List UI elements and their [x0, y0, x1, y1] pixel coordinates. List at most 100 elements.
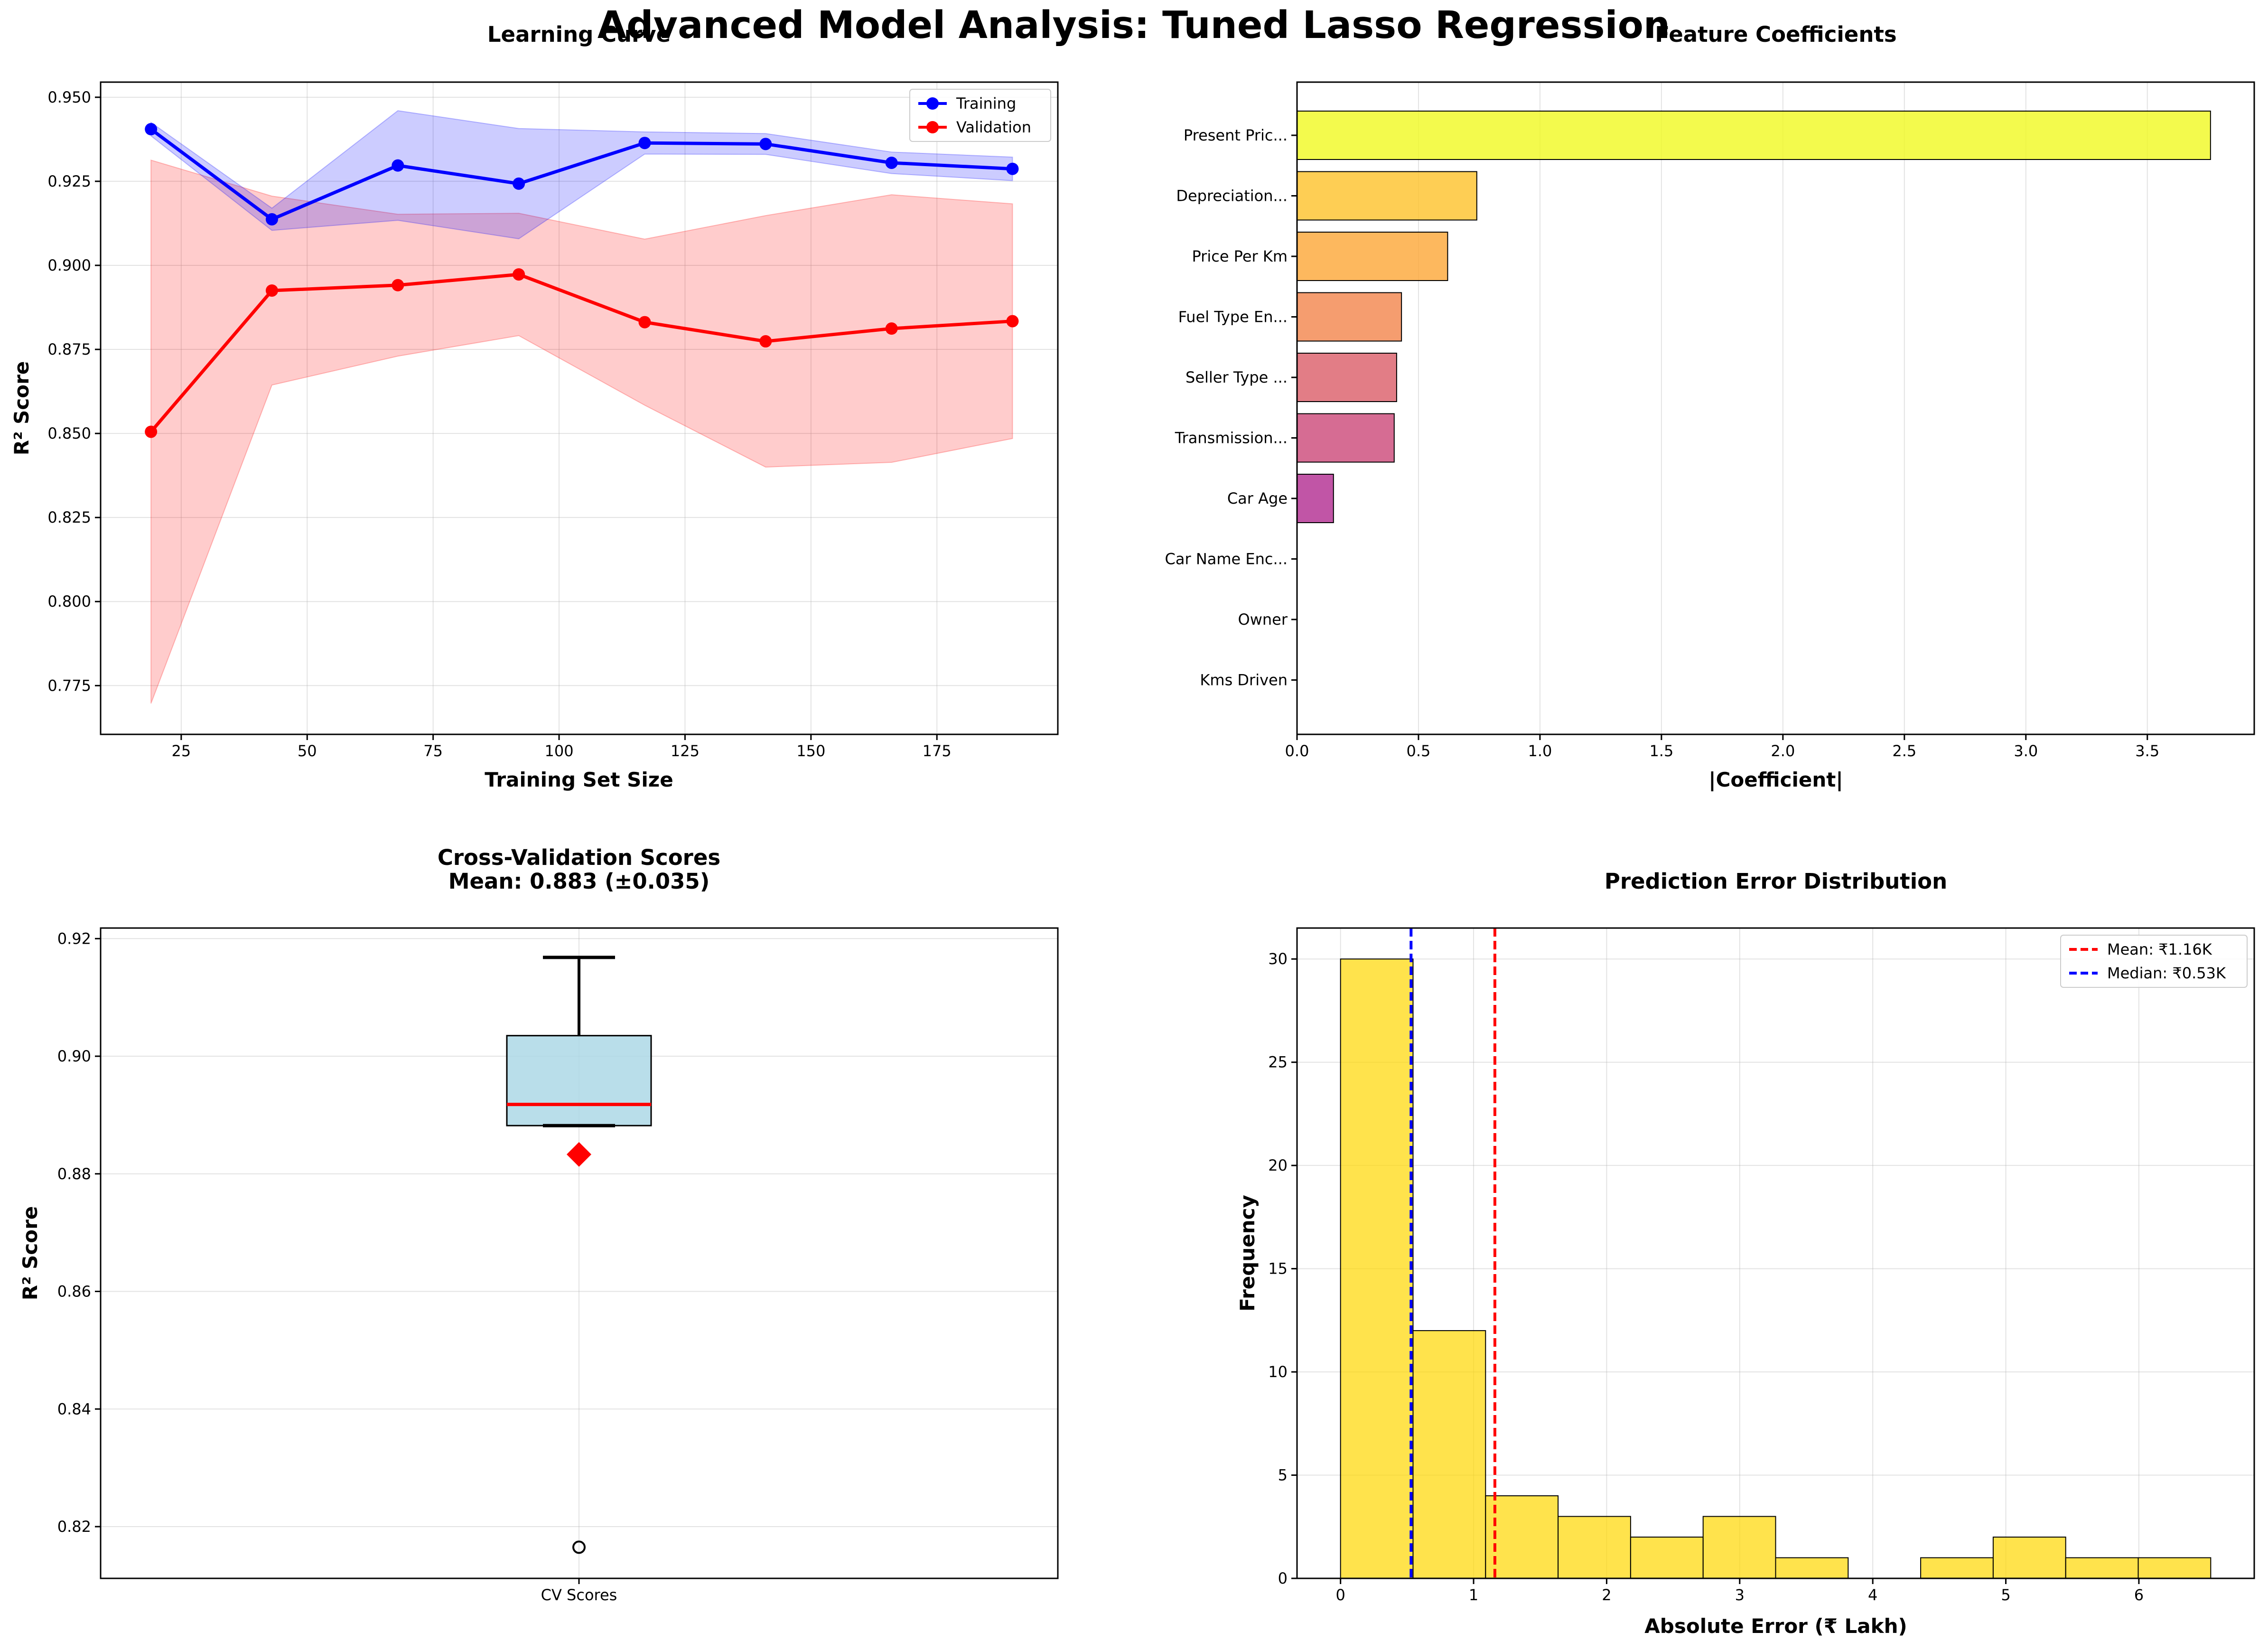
validation-score-point — [759, 335, 772, 348]
feature-name-label: Depreciation... — [1176, 187, 1288, 205]
validation-score-line — [149, 272, 1013, 433]
learning-curve-ytick-label: 0.925 — [47, 172, 91, 190]
feature-name-label: Car Age — [1227, 489, 1288, 507]
training-score-point — [1006, 162, 1019, 175]
feature-name-label: Fuel Type En... — [1178, 308, 1288, 326]
cv-box — [506, 1035, 652, 1126]
validation-score-point — [1006, 315, 1019, 328]
learning-curve-ytick-label: 0.950 — [47, 88, 91, 106]
cv-scores-ytick-label: 0.82 — [57, 1518, 91, 1536]
prediction-error-xtick-label: 3 — [1735, 1586, 1745, 1604]
feature-coefficients-xtick-label: 3.5 — [2135, 742, 2159, 760]
feature-coefficients-xlabel: |Coefficient| — [1708, 768, 1843, 791]
feature-name-label: Owner — [1238, 610, 1288, 629]
validation-score-point — [885, 322, 898, 335]
learning-curve-axes-frame — [100, 81, 1059, 735]
feature-coefficients-xtick-label: 1.0 — [1528, 742, 1552, 760]
feature-name-label: Car Name Enc... — [1165, 550, 1288, 568]
learning-curve-ylabel: R² Score — [10, 361, 33, 456]
feature-coefficients-title: Feature Coefficients — [1655, 22, 1896, 47]
feature-coefficient-bar — [1297, 413, 1395, 463]
cv-scores-ytick-label: 0.88 — [57, 1165, 91, 1183]
prediction-error-xtick-label: 0 — [1336, 1586, 1345, 1604]
training-score-point — [392, 159, 404, 172]
cv-scores-panel: CV Scores 0.82 0.84 0.86 0.88 0.90 0.92 Cross… — [19, 845, 1059, 1604]
cv-scores-ytick-label: 0.86 — [57, 1283, 91, 1301]
training-score-point — [885, 156, 898, 169]
validation-score-point — [145, 425, 158, 438]
feature-coefficients-xtick-label: 0.5 — [1407, 742, 1431, 760]
prediction-error-xtick-label: 4 — [1868, 1586, 1877, 1604]
legend-validation-label: Validation — [956, 118, 1031, 136]
learning-curve-xtick-label: 25 — [171, 742, 191, 760]
histogram-bar — [1340, 958, 1414, 1579]
training-score-point — [759, 138, 772, 150]
legend-validation-marker — [926, 121, 939, 133]
cv-scores-ytick-label: 0.90 — [57, 1047, 91, 1065]
feature-coefficients-xtick-label: 2.0 — [1771, 742, 1795, 760]
feature-coefficients-xtick-label: 1.5 — [1649, 742, 1673, 760]
learning-curve-legend: Training Validation — [909, 89, 1051, 142]
cv-scores-ylabel: R² Score — [19, 1206, 42, 1301]
training-score-point — [638, 137, 651, 150]
validation-score-point — [392, 279, 404, 291]
validation-score-point — [638, 316, 651, 328]
feature-coefficients-xtick-label: 3.0 — [2014, 742, 2038, 760]
learning-curve-xtick-label: 50 — [298, 742, 317, 760]
learning-curve-panel: 25 50 75 100 125 150 175 0.775 0.800 0.825 0.850 0… — [10, 22, 1059, 791]
feature-name-label: Seller Type ... — [1185, 368, 1288, 386]
cv-scores-subtitle: Mean: 0.883 (±0.035) — [448, 869, 710, 894]
validation-std-band — [150, 159, 1013, 704]
training-score-point — [145, 123, 158, 136]
feature-coefficient-bar — [1297, 111, 2211, 160]
cv-scores-ytick-label: 0.84 — [57, 1400, 91, 1418]
prediction-error-axes-frame — [1296, 927, 2255, 1579]
prediction-error-ytick-label: 20 — [1268, 1156, 1288, 1174]
histogram-bar — [1630, 1537, 1704, 1579]
histogram-bar — [1702, 1516, 1776, 1579]
cv-scores-xtick-label: CV Scores — [541, 1586, 617, 1604]
feature-coefficient-bar — [1297, 474, 1334, 523]
cv-scores-title: Cross-Validation Scores — [438, 845, 720, 870]
legend-training-marker — [926, 97, 939, 110]
validation-score-point — [265, 284, 278, 297]
learning-curve-xlabel: Training Set Size — [485, 768, 673, 791]
learning-curve-ytick-label: 0.900 — [47, 256, 91, 274]
legend-training-label: Training — [956, 94, 1016, 113]
histogram-bar — [1920, 1557, 1994, 1579]
prediction-error-ytick-label: 30 — [1268, 950, 1288, 968]
training-std-band — [150, 110, 1013, 240]
feature-name-label: Present Pric... — [1184, 126, 1288, 144]
prediction-error-ytick-label: 10 — [1268, 1363, 1288, 1381]
prediction-error-ytick-label: 15 — [1268, 1260, 1288, 1278]
training-score-point — [265, 213, 278, 225]
learning-curve-ytick-label: 0.850 — [47, 424, 91, 442]
validation-score-point — [513, 268, 525, 281]
feature-coefficients-xtick-label: 2.5 — [1892, 742, 1916, 760]
feature-coefficient-bar — [1297, 292, 1402, 342]
figure-suptitle: Advanced Model Analysis: Tuned Lasso Reg… — [597, 3, 1670, 47]
feature-name-label: Kms Driven — [1200, 671, 1288, 689]
feature-coefficients-axes-frame — [1296, 81, 2255, 735]
learning-curve-ytick-label: 0.775 — [47, 676, 91, 694]
histogram-bar — [1485, 1495, 1559, 1579]
learning-curve-ytick-label: 0.825 — [47, 508, 91, 526]
histogram-bar — [1558, 1516, 1631, 1579]
histogram-bar — [1775, 1557, 1849, 1579]
prediction-error-legend: Mean: ₹1.16K Median: ₹0.53K — [2060, 935, 2248, 988]
prediction-error-ytick-label: 25 — [1268, 1053, 1288, 1071]
prediction-error-xtick-label: 6 — [2134, 1586, 2144, 1604]
feature-coefficients-xtick-label: 0.0 — [1285, 742, 1309, 760]
learning-curve-xtick-label: 75 — [423, 742, 443, 760]
training-score-line — [150, 128, 1013, 221]
feature-coefficients-panel: 0.0 0.5 1.0 1.5 2.0 2.5 3.0 3.5 Present Pric...… — [1165, 22, 2255, 791]
prediction-error-ylabel: Frequency — [1236, 1195, 1259, 1312]
prediction-error-ytick-label: 0 — [1278, 1569, 1288, 1587]
prediction-error-xtick-label: 1 — [1469, 1586, 1478, 1604]
histogram-bar — [1412, 1330, 1486, 1579]
prediction-error-ytick-label: 5 — [1278, 1466, 1288, 1484]
prediction-error-panel: 0 1 2 3 4 5 6 0 5 10 15 20 25 30 Prediction Error Di… — [1236, 869, 2255, 1638]
prediction-error-title: Prediction Error Distribution — [1605, 869, 1947, 894]
histogram-bar — [2137, 1557, 2212, 1579]
